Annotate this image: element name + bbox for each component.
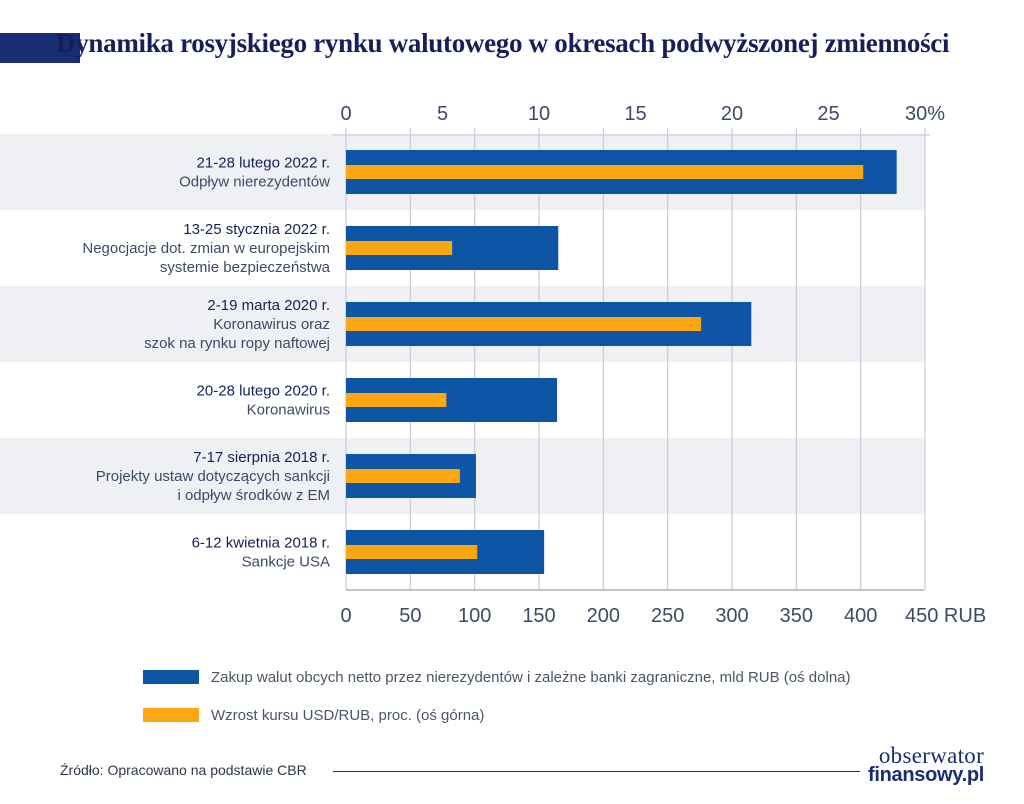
top-axis-tick-label: 15 (624, 103, 646, 125)
top-axis-tick-label: 30% (905, 103, 945, 125)
bottom-axis-tick-label: 150 (522, 605, 555, 627)
legend-swatch-rub (143, 670, 199, 684)
bottom-axis-tick-label: 400 (844, 605, 877, 627)
category-subtitle: Projekty ustaw dotyczących sankcji (96, 468, 330, 485)
bottom-axis-tick-label: 100 (458, 605, 491, 627)
category-subtitle: Koronawirus oraz (213, 316, 330, 333)
category-subtitle: Negocjacje dot. zmian w europejskim (82, 240, 330, 257)
category-title: 20-28 lutego 2020 r. (197, 383, 330, 400)
legend-label-usd: Wzrost kursu USD/RUB, proc. (oś górna) (211, 706, 485, 724)
top-axis-tick-label: 20 (721, 103, 743, 125)
top-axis-tick-label: 10 (528, 103, 550, 125)
bottom-axis-tick-label: 350 (780, 605, 813, 627)
category-subtitle: szok na rynku ropy naftowej (144, 335, 330, 352)
logo-line-1: obserwator (878, 743, 985, 768)
bottom-axis-tick-label: 450 RUB (905, 605, 986, 627)
bottom-axis-tick-label: 200 (587, 605, 620, 627)
bottom-axis-tick-label: 0 (340, 605, 351, 627)
source-note: Źródło: Opracowano na podstawie CBR (60, 762, 307, 778)
legend-swatch-usd (143, 708, 199, 722)
chart-title: Dynamika rosyjskiego rynku walutowego w … (56, 28, 950, 58)
legend-item-usd: Wzrost kursu USD/RUB, proc. (oś górna) (143, 705, 484, 725)
category-subtitle: Koronawirus (247, 402, 330, 419)
category-title: 13-25 stycznia 2022 r. (183, 221, 330, 238)
category-subtitle: Sankcje USA (242, 554, 330, 571)
chart-area: 0 5 10 15 20 25 30% 0 50 100 150 200 250 300 350 400 450… (0, 103, 986, 627)
category-title: 6-12 kwietnia 2018 r. (192, 535, 330, 552)
brand-logo: obserwator finansowy.pl (868, 744, 984, 785)
bar-usd (346, 165, 864, 179)
category-title: 7-17 sierpnia 2018 r. (193, 449, 330, 466)
category-title: 21-28 lutego 2022 r. (197, 155, 330, 172)
category-subtitle: Odpływ nierezydentów (179, 174, 330, 191)
top-axis-tick-label: 0 (340, 103, 351, 125)
category-subtitle: i odpływ środków z EM (177, 487, 330, 504)
bar-usd (346, 241, 453, 255)
bottom-axis-tick-label: 50 (399, 605, 421, 627)
legend-label-rub: Zakup walut obcych netto przez nierezyde… (211, 668, 851, 686)
logo-line-2: finansowy.pl (868, 764, 985, 786)
title-accent-bar (0, 33, 80, 63)
category-title: 2-19 marta 2020 r. (207, 297, 330, 314)
bar-usd (346, 393, 447, 407)
category-subtitle: systemie bezpieczeństwa (160, 259, 331, 276)
bottom-axis-tick-label: 300 (715, 605, 748, 627)
bar-usd (346, 545, 478, 559)
top-axis-tick-label: 25 (817, 103, 839, 125)
top-axis-tick-label: 5 (437, 103, 448, 125)
bottom-axis-tick-label: 250 (651, 605, 684, 627)
source-divider (333, 771, 860, 772)
legend-item-rub: Zakup walut obcych netto przez nierezyde… (143, 667, 851, 687)
bar-usd (346, 317, 702, 331)
bar-usd (346, 469, 460, 483)
